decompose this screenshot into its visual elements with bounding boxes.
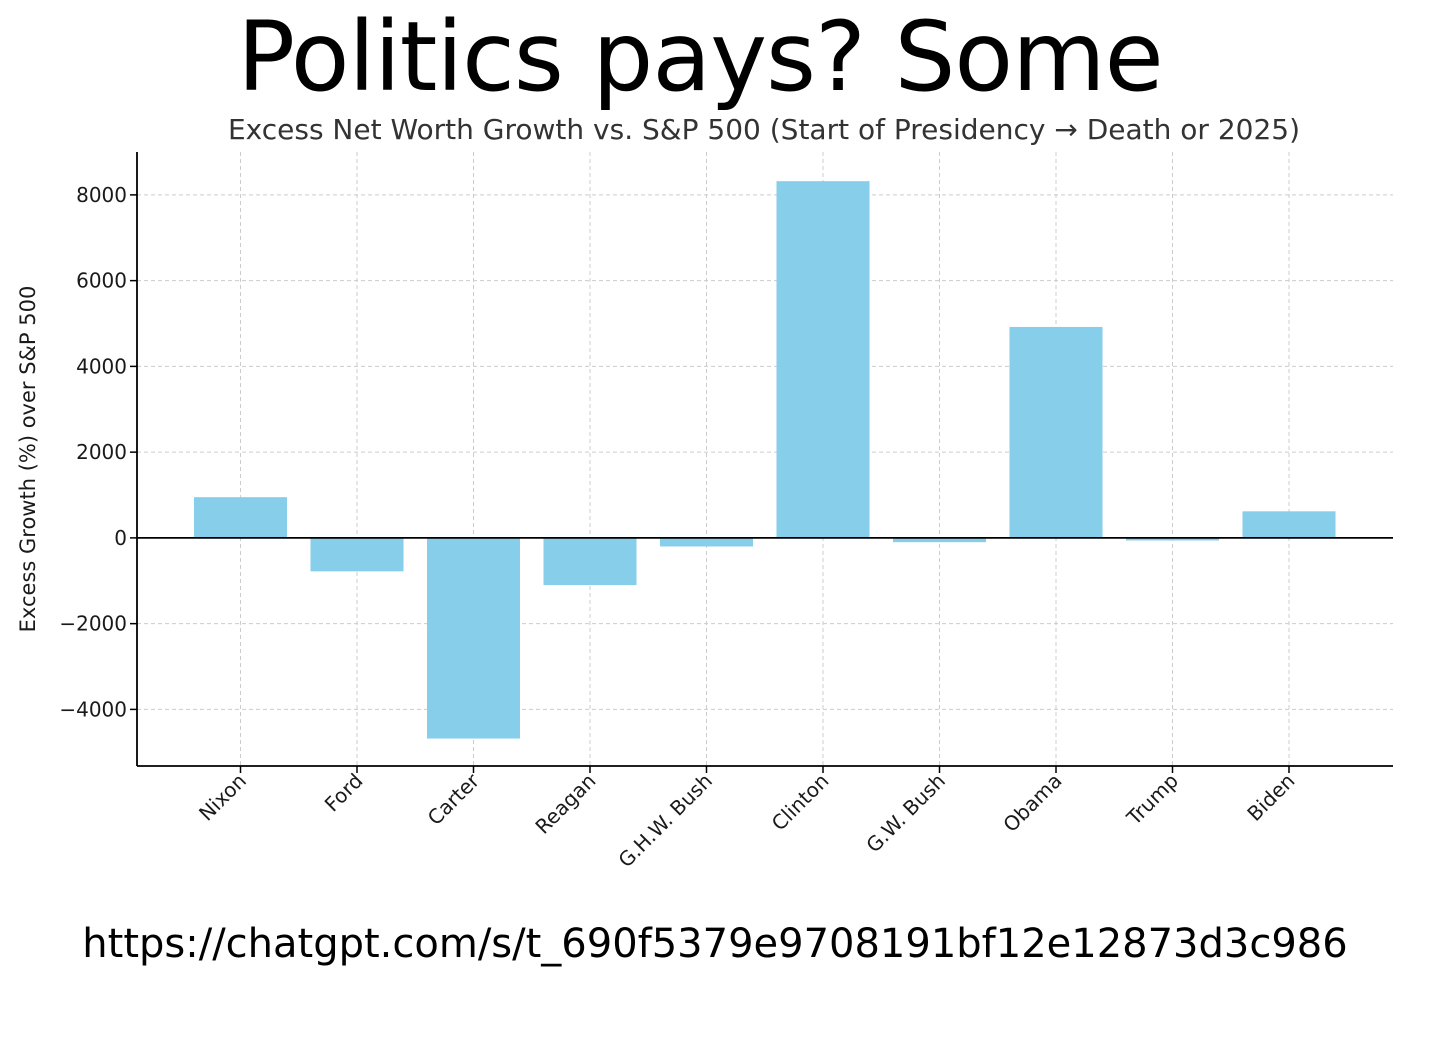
- bar-ford: [310, 537, 404, 572]
- bars: [194, 181, 1336, 739]
- y-axis-title: Excess Growth (%) over S&P 500: [16, 286, 40, 633]
- x-tick-label: Trump: [1121, 769, 1183, 831]
- bar-g-h-w-bush: [660, 537, 753, 547]
- x-tick-label: G.W. Bush: [861, 769, 950, 858]
- x-tick-label: Obama: [998, 769, 1066, 837]
- bar-nixon: [194, 497, 287, 538]
- bar-obama: [1009, 326, 1103, 538]
- x-tick-label: Ford: [320, 769, 368, 817]
- share-url: https://chatgpt.com/s/t_690f5379e9708191…: [82, 921, 1348, 967]
- y-tick-label: 0: [114, 526, 127, 550]
- bar-biden: [1242, 511, 1336, 538]
- y-tick-label: 2000: [76, 440, 127, 464]
- x-tick-label: Carter: [423, 768, 485, 830]
- chart-title: Excess Net Worth Growth vs. S&P 500 (Sta…: [228, 113, 1300, 146]
- x-tick-label: Biden: [1242, 769, 1299, 826]
- y-tick-label: 8000: [76, 183, 127, 207]
- axes: [130, 152, 1393, 773]
- bar-g-w-bush: [893, 537, 986, 543]
- bar-clinton: [776, 181, 870, 538]
- grid: [137, 152, 1393, 766]
- x-tick-label: Reagan: [530, 769, 600, 839]
- y-tick-label: 4000: [76, 354, 127, 378]
- x-tick-label: Nixon: [194, 769, 251, 826]
- y-tick-label: 6000: [76, 269, 127, 293]
- bar-reagan: [543, 537, 637, 586]
- y-tick-label: −4000: [59, 697, 127, 721]
- x-tick-label: Clinton: [767, 769, 834, 836]
- y-tick-label: −2000: [59, 612, 127, 636]
- headline: Politics pays? Some: [237, 1, 1163, 113]
- x-tick-label: G.H.W. Bush: [613, 769, 717, 873]
- bar-carter: [427, 537, 520, 739]
- bar-trump: [1126, 537, 1219, 541]
